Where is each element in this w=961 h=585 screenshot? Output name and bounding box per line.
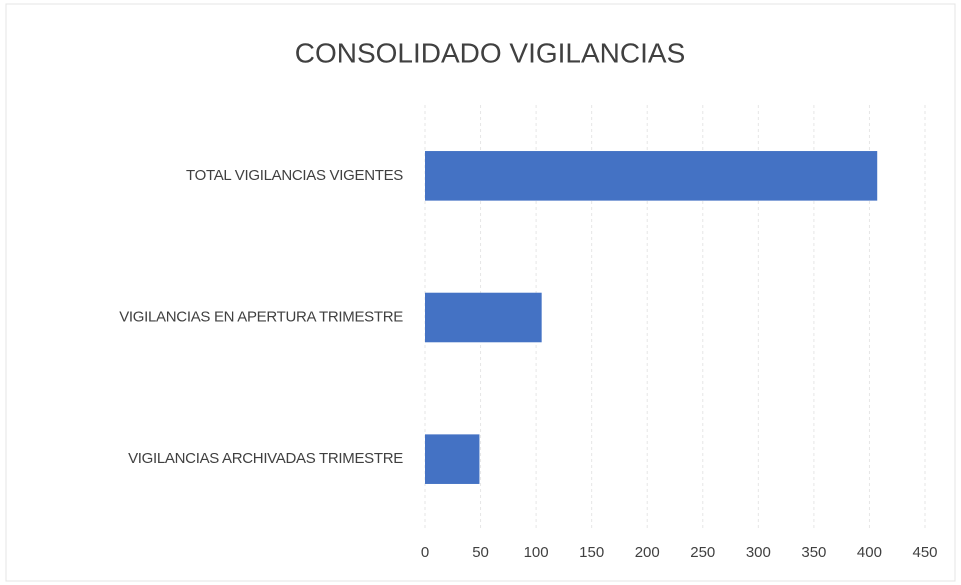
y-tick-label: TOTAL VIGILANCIAS VIGENTES bbox=[186, 167, 403, 184]
bar bbox=[425, 151, 878, 201]
x-tick-label: 450 bbox=[912, 544, 937, 561]
x-tick-label: 200 bbox=[635, 544, 660, 561]
y-tick-label: VIGILANCIAS ARCHIVADAS TRIMESTRE bbox=[128, 450, 403, 467]
bar bbox=[425, 292, 542, 343]
x-tick-label: 350 bbox=[801, 544, 826, 561]
x-tick-label: 150 bbox=[579, 544, 604, 561]
x-tick-label: 300 bbox=[746, 544, 771, 561]
x-tick-label: 400 bbox=[857, 544, 882, 561]
x-tick-label: 100 bbox=[524, 544, 549, 561]
x-tick-label: 50 bbox=[472, 544, 489, 561]
bar bbox=[425, 434, 480, 484]
chart-title: CONSOLIDADO VIGILANCIAS bbox=[295, 37, 686, 68]
x-tick-label: 0 bbox=[421, 544, 429, 561]
y-tick-label: VIGILANCIAS EN APERTURA TRIMESTRE bbox=[119, 308, 403, 325]
x-tick-label: 250 bbox=[690, 544, 715, 561]
